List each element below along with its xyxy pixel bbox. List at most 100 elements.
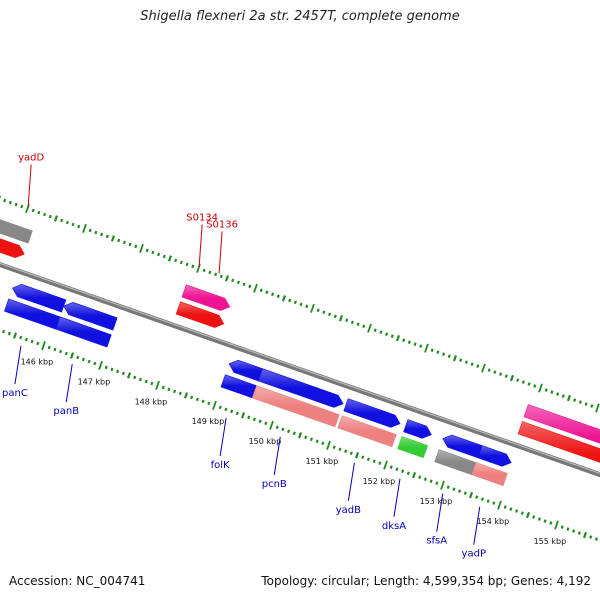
- minor-tick: [435, 481, 439, 485]
- minor-tick: [93, 361, 97, 366]
- major-tick: [538, 383, 543, 393]
- minor-tick: [549, 521, 553, 525]
- minor-tick: [390, 334, 394, 338]
- minor-tick: [423, 477, 427, 481]
- major-tick: [310, 303, 315, 313]
- gene-label-s0136: S0136: [206, 219, 238, 230]
- tick-label-146: 146 kbp: [21, 357, 54, 366]
- minor-tick: [183, 392, 189, 399]
- minor-tick: [532, 515, 536, 519]
- minor-tick: [100, 232, 104, 237]
- minor-tick: [452, 354, 458, 362]
- minor-tick: [594, 537, 598, 541]
- minor-tick: [520, 511, 524, 515]
- minor-tick: [402, 338, 406, 342]
- minor-tick: [395, 467, 399, 471]
- minor-tick: [94, 230, 98, 235]
- minor-tick: [458, 489, 462, 493]
- feature-bot-cds-blue: [403, 419, 432, 439]
- tick-label-155: 155 kbp: [534, 537, 567, 546]
- minor-tick: [556, 392, 560, 396]
- minor-tick: [236, 280, 240, 285]
- minor-tick: [242, 282, 246, 287]
- minor-tick: [3, 198, 7, 203]
- minor-tick: [459, 358, 463, 362]
- feature-bot-cds-blue: [442, 434, 483, 459]
- minor-tick: [430, 348, 434, 352]
- map-title: Shigella flexneri 2a str. 2457T, complet…: [140, 9, 460, 24]
- minor-tick: [202, 268, 206, 273]
- major-tick: [326, 440, 331, 450]
- minor-tick: [413, 342, 417, 346]
- feature-top-gene-red: [0, 238, 25, 259]
- minor-tick: [104, 365, 108, 370]
- minor-tick: [191, 264, 195, 269]
- minor-tick: [110, 367, 114, 372]
- minor-tick: [292, 431, 296, 436]
- minor-tick: [162, 254, 166, 259]
- gene-label-sfsa: sfsA: [426, 536, 447, 547]
- minor-tick: [293, 300, 297, 305]
- major-tick: [424, 343, 429, 353]
- minor-tick: [476, 364, 480, 368]
- minor-tick: [30, 339, 34, 344]
- minor-tick: [224, 407, 228, 412]
- minor-tick: [406, 471, 410, 475]
- minor-tick: [345, 318, 349, 323]
- minor-tick: [561, 394, 565, 398]
- major-tick: [41, 340, 46, 351]
- minor-tick: [543, 519, 547, 523]
- minor-tick: [373, 328, 377, 333]
- feature-bot-gene-green: [397, 436, 428, 459]
- feature-bot-gene-salmon: [471, 462, 508, 487]
- minor-tick: [276, 294, 280, 299]
- minor-tick: [179, 260, 183, 265]
- minor-tick: [315, 439, 319, 444]
- minor-tick: [48, 214, 52, 219]
- major-tick: [383, 460, 388, 470]
- tick-label-153: 153 kbp: [420, 497, 453, 506]
- label-leader-line: [14, 346, 22, 385]
- minor-tick: [264, 421, 268, 426]
- gene-label-folk: folK: [211, 460, 230, 471]
- minor-tick: [281, 427, 285, 432]
- minor-tick: [533, 384, 537, 388]
- minor-tick: [338, 447, 342, 452]
- minor-tick: [138, 377, 142, 382]
- feature-top-cds-magenta: [523, 404, 600, 444]
- minor-tick: [463, 491, 467, 495]
- minor-tick: [366, 457, 370, 462]
- minor-tick: [219, 274, 223, 279]
- minor-tick: [509, 374, 515, 382]
- minor-tick: [230, 409, 234, 414]
- minor-tick: [167, 387, 171, 392]
- minor-tick: [350, 320, 354, 325]
- minor-tick: [499, 372, 503, 376]
- major-tick: [98, 360, 103, 371]
- minor-tick: [178, 391, 182, 396]
- minor-tick: [122, 240, 126, 245]
- minor-tick: [64, 351, 68, 356]
- label-leader-line: [198, 224, 203, 267]
- feature-bot-cds-blue: [12, 283, 67, 313]
- major-tick: [595, 403, 600, 413]
- minor-tick: [275, 425, 279, 430]
- minor-tick: [446, 485, 450, 489]
- minor-tick: [36, 341, 40, 346]
- minor-tick: [299, 302, 303, 307]
- minor-tick: [486, 499, 490, 503]
- tick-label-147: 147 kbp: [78, 377, 111, 386]
- minor-tick: [509, 507, 513, 511]
- minor-tick: [582, 531, 588, 539]
- minor-tick: [105, 234, 109, 239]
- feature-top-gene-red: [517, 421, 600, 463]
- minor-tick: [452, 487, 456, 491]
- minor-tick: [8, 200, 12, 205]
- minor-tick: [537, 517, 541, 521]
- tick-label-151: 151 kbp: [306, 457, 339, 466]
- minor-tick: [128, 242, 132, 247]
- accession-text: Accession: NC_004741: [9, 574, 146, 588]
- minor-tick: [407, 340, 411, 344]
- minor-tick: [288, 298, 292, 303]
- minor-tick: [401, 469, 405, 473]
